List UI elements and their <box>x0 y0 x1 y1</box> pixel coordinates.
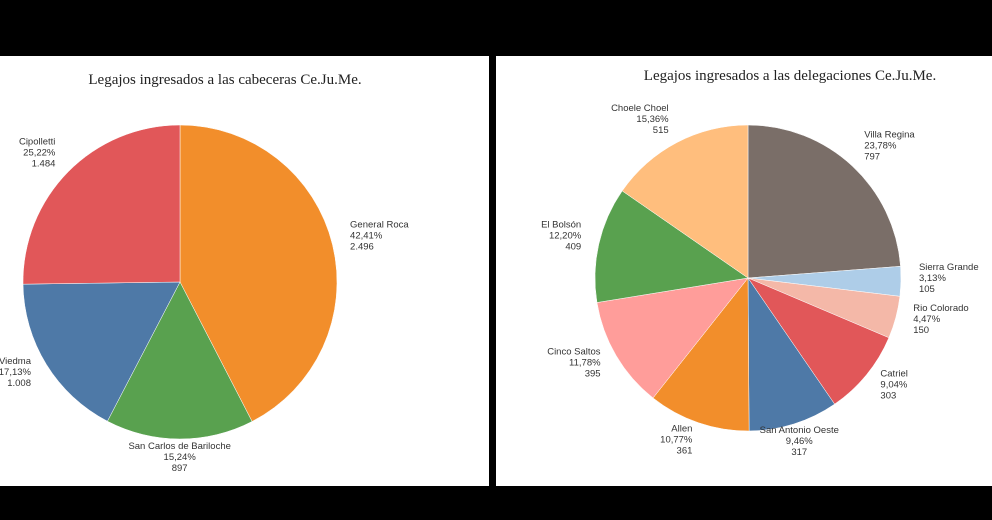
pie-slice <box>22 281 181 422</box>
slice-label: 15,24% <box>164 452 197 463</box>
pie-slice <box>22 124 181 285</box>
slice-label: 317 <box>791 447 807 458</box>
slice-label: 4,47% <box>913 314 940 325</box>
slice-label: 10,77% <box>660 434 693 445</box>
slice-label: 17,13% <box>0 367 32 378</box>
slice-label: 1.484 <box>32 158 56 169</box>
slice-label: 25,22% <box>23 147 56 158</box>
slice-label: Villa Regina <box>864 130 915 141</box>
slice-label: 897 <box>172 463 188 474</box>
slice-label: Cinco Saltos <box>547 347 601 358</box>
slice-label: 395 <box>585 369 601 380</box>
slice-label: Catriel <box>880 369 907 380</box>
slice-label: 409 <box>565 241 581 252</box>
slice-label: 2.496 <box>350 242 374 253</box>
slice-label: San Antonio Oeste <box>760 425 839 436</box>
charts: Legajos ingresados a las cabeceras Ce.Ju… <box>0 68 979 474</box>
slice-label: 11,78% <box>569 358 601 369</box>
slice-label: Allen <box>671 423 692 434</box>
slice-label: 361 <box>677 445 693 456</box>
pie-slice <box>747 277 835 432</box>
chart-title: Legajos ingresados a las cabeceras Ce.Ju… <box>88 72 361 88</box>
chart-title: Legajos ingresados a las delegaciones Ce… <box>644 68 936 84</box>
slice-label: 12,20% <box>549 230 582 241</box>
pie-slice <box>747 124 901 279</box>
slice-label: 3,13% <box>919 273 946 284</box>
pie-slice <box>621 124 749 279</box>
slice-label: 150 <box>913 325 929 336</box>
slice-label: 9,46% <box>786 436 813 447</box>
slice-label: 303 <box>880 391 896 402</box>
slice-label: Viedma <box>0 356 32 367</box>
slice-label: San Carlos de Bariloche <box>128 441 230 452</box>
slice-label: 797 <box>864 152 880 163</box>
slice-label: Rio Colorado <box>913 303 968 314</box>
slice-label: 15,36% <box>636 114 669 125</box>
slice-label: General Roca <box>350 220 409 231</box>
pie-slice <box>747 277 890 405</box>
slice-label: 23,78% <box>864 141 897 152</box>
slice-label: 42,41% <box>350 231 383 242</box>
pie-slice <box>107 281 253 440</box>
slice-label: Cipolletti <box>19 136 55 147</box>
slice-label: 515 <box>653 125 669 136</box>
pie-slice <box>179 124 338 422</box>
slice-label: El Bolsón <box>541 219 581 230</box>
pie-slice <box>652 277 750 432</box>
pie-slice <box>596 277 749 399</box>
slice-label: Sierra Grande <box>919 262 979 273</box>
slice-label: 105 <box>919 284 935 295</box>
pie-slice <box>594 190 749 303</box>
slice-label: 1.008 <box>7 378 31 389</box>
slice-label: 9,04% <box>880 380 907 391</box>
slice-label: Choele Choel <box>611 103 669 114</box>
